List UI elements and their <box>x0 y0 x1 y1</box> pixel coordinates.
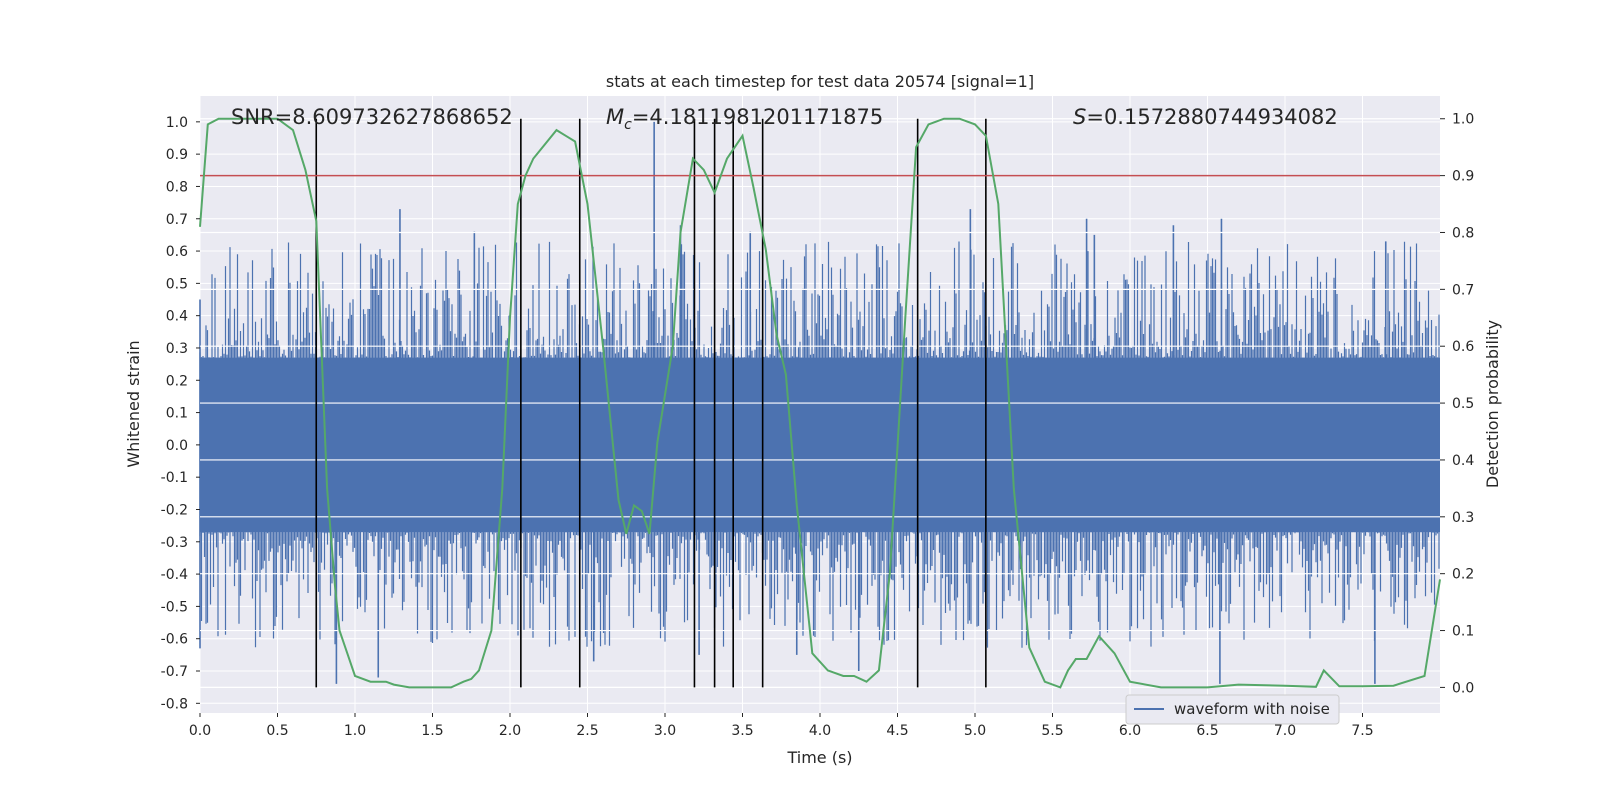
chirp-mass-annotation: Mc=4.1811981201171875 <box>606 105 883 133</box>
y-left-tick-label: 1.0 <box>166 115 188 131</box>
y-left-tick-label: 0.7 <box>166 212 188 228</box>
chirp-mass-value: =4.1811981201171875 <box>632 105 883 129</box>
y-left-tick-label: -0.4 <box>161 567 188 583</box>
x-tick-label: 2.0 <box>499 723 521 739</box>
y-right-tick-label: 0.4 <box>1452 453 1474 469</box>
x-tick-label: 5.0 <box>964 723 986 739</box>
y-axis-label-right: Detection probability <box>1483 320 1502 488</box>
y-right-tick-label: 0.5 <box>1452 396 1474 412</box>
y-right-tick-label: 0.1 <box>1452 624 1474 640</box>
y-left-tick-label: 0.6 <box>166 244 188 260</box>
y-left-tick-label: -0.5 <box>161 599 188 615</box>
y-left-tick-label: 0.5 <box>166 276 188 292</box>
y-left-tick-label: -0.1 <box>161 470 188 486</box>
x-tick-label: 3.5 <box>731 723 753 739</box>
gridlines-overlay <box>200 118 1440 689</box>
y-axis-label-left: Whitened strain <box>124 340 143 467</box>
y-left-tick-label: 0.0 <box>166 438 188 454</box>
chirp-mass-subscript: c <box>624 117 632 133</box>
y-right-tick-label: 0.2 <box>1452 567 1474 583</box>
event-lines <box>315 118 987 688</box>
s-value: =0.1572880744934082 <box>1086 105 1337 129</box>
y-right-tick-label: 0.3 <box>1452 510 1474 526</box>
y-right-tick-label: 0.8 <box>1452 225 1474 241</box>
y-left-tick-label: 0.1 <box>166 406 188 422</box>
y-left-tick-label: -0.6 <box>161 632 188 648</box>
s-symbol: S <box>1073 105 1086 129</box>
legend-label: waveform with noise <box>1174 700 1330 718</box>
y-right-tick-label: 0.7 <box>1452 282 1474 298</box>
x-tick-label: 2.5 <box>576 723 598 739</box>
right-axis-ticks: 1.0 0.9 0.8 0.7 0.6 0.5 0.4 0.3 0.2 0.1 0.0 <box>1440 112 1474 696</box>
x-tick-label: 6.5 <box>1196 723 1218 739</box>
y-left-tick-label: 0.2 <box>166 373 188 389</box>
left-axis-ticks: 1.0 0.9 0.8 0.7 0.6 0.5 0.4 0.3 0.2 0.1 0.0 -0.1 -0.… <box>161 115 200 712</box>
x-axis-ticks: 0.0 0.5 1.0 1.5 2.0 2.5 3.0 3.5 4.0 4.5 5.0 5.5 6.0 6… <box>189 713 1374 739</box>
x-tick-label: 6.0 <box>1119 723 1141 739</box>
legend-box <box>1125 694 1340 725</box>
y-left-tick-label: 0.8 <box>166 179 188 195</box>
x-tick-label: 1.0 <box>344 723 366 739</box>
y-left-tick-label: 0.9 <box>166 147 188 163</box>
y-left-tick-label: 0.3 <box>166 341 188 357</box>
x-tick-label: 4.0 <box>809 723 831 739</box>
x-tick-label: 4.5 <box>886 723 908 739</box>
y-right-tick-label: 1.0 <box>1452 112 1474 128</box>
y-right-tick-label: 0.9 <box>1452 169 1474 185</box>
x-tick-label: 7.5 <box>1351 723 1373 739</box>
x-axis-label: Time (s) <box>786 748 852 767</box>
y-right-tick-label: 0.6 <box>1452 339 1474 355</box>
probability-series <box>199 117 1441 689</box>
y-left-tick-label: -0.8 <box>161 696 188 712</box>
y-left-tick-label: -0.2 <box>161 502 188 518</box>
probability-line <box>199 117 1441 689</box>
x-tick-label: 0.5 <box>266 723 288 739</box>
x-tick-label: 1.5 <box>421 723 443 739</box>
chart-title: stats at each timestep for test data 205… <box>606 72 1034 91</box>
x-tick-label: 7.0 <box>1274 723 1296 739</box>
x-tick-label: 5.5 <box>1041 723 1063 739</box>
y-left-tick-label: 0.4 <box>166 309 188 325</box>
x-tick-label: 0.0 <box>189 723 211 739</box>
x-tick-label: 3.0 <box>654 723 676 739</box>
chirp-mass-symbol: M <box>606 105 624 129</box>
s-annotation: S=0.1572880744934082 <box>1073 105 1338 129</box>
y-left-tick-label: -0.7 <box>161 664 188 680</box>
legend: waveform with noise <box>1125 694 1340 725</box>
snr-annotation: SNR=8.609732627868652 <box>231 105 513 129</box>
y-left-tick-label: -0.3 <box>161 535 188 551</box>
waveform-series <box>199 121 1440 684</box>
y-right-tick-label: 0.0 <box>1452 680 1474 696</box>
